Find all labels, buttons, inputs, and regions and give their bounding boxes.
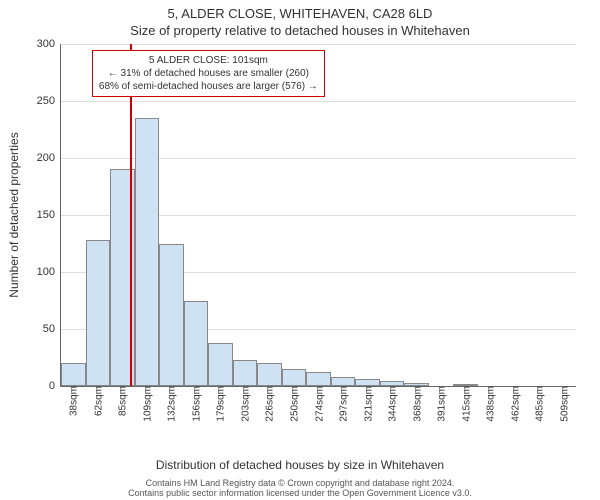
y-tick-label: 50 (43, 323, 61, 335)
x-tick-label: 391sqm (435, 386, 448, 422)
x-tick-label: 415sqm (459, 386, 472, 422)
x-tick-label: 485sqm (533, 386, 546, 422)
grid-line (61, 101, 576, 102)
x-tick-label: 226sqm (263, 386, 276, 422)
histogram-bar (184, 301, 209, 387)
plot-area: 05010015020025030038sqm62sqm85sqm109sqm1… (60, 44, 576, 387)
x-tick-label: 109sqm (140, 386, 153, 422)
histogram-bar (159, 244, 184, 387)
histogram-bar (257, 363, 282, 386)
annotation-line-3: 68% of semi-detached houses are larger (… (99, 80, 318, 93)
y-tick-label: 100 (37, 266, 61, 278)
histogram-bar (331, 377, 356, 386)
x-tick-label: 156sqm (189, 386, 202, 422)
histogram-bar (86, 240, 111, 386)
x-tick-label: 462sqm (508, 386, 521, 422)
x-tick-label: 344sqm (386, 386, 399, 422)
x-tick-label: 509sqm (557, 386, 570, 422)
x-axis-label: Distribution of detached houses by size … (0, 458, 600, 472)
x-tick-label: 321sqm (361, 386, 374, 422)
annotation-line-1: 5 ALDER CLOSE: 101sqm (99, 54, 318, 67)
grid-line (61, 44, 576, 45)
x-tick-label: 85sqm (116, 386, 129, 416)
y-tick-label: 300 (37, 38, 61, 50)
chart-container: 5, ALDER CLOSE, WHITEHAVEN, CA28 6LD Siz… (0, 0, 600, 500)
y-tick-label: 250 (37, 95, 61, 107)
x-tick-label: 203sqm (238, 386, 251, 422)
x-tick-label: 368sqm (410, 386, 423, 422)
y-tick-label: 200 (37, 152, 61, 164)
x-tick-label: 438sqm (484, 386, 497, 422)
x-tick-label: 250sqm (287, 386, 300, 422)
histogram-bar (61, 363, 86, 386)
x-tick-label: 62sqm (91, 386, 104, 416)
annotation-line-2: ← 31% of detached houses are smaller (26… (99, 67, 318, 80)
x-tick-label: 274sqm (312, 386, 325, 422)
x-tick-label: 38sqm (67, 386, 80, 416)
histogram-bar (306, 372, 331, 386)
histogram-bar (282, 369, 307, 386)
histogram-bar (135, 118, 160, 386)
x-tick-label: 297sqm (337, 386, 350, 422)
chart-title: Size of property relative to detached ho… (0, 21, 600, 38)
y-tick-label: 150 (37, 209, 61, 221)
histogram-bar (208, 343, 233, 386)
histogram-bar (233, 360, 258, 386)
histogram-bar (355, 379, 380, 386)
x-tick-label: 132sqm (165, 386, 178, 422)
x-tick-label: 179sqm (214, 386, 227, 422)
y-axis-label: Number of detached properties (7, 132, 21, 297)
footer-licence: Contains public sector information licen… (0, 488, 600, 498)
y-tick-label: 0 (49, 380, 61, 392)
footer-copyright: Contains HM Land Registry data © Crown c… (0, 478, 600, 488)
annotation-box: 5 ALDER CLOSE: 101sqm ← 31% of detached … (92, 50, 325, 97)
address-line: 5, ALDER CLOSE, WHITEHAVEN, CA28 6LD (0, 0, 600, 21)
